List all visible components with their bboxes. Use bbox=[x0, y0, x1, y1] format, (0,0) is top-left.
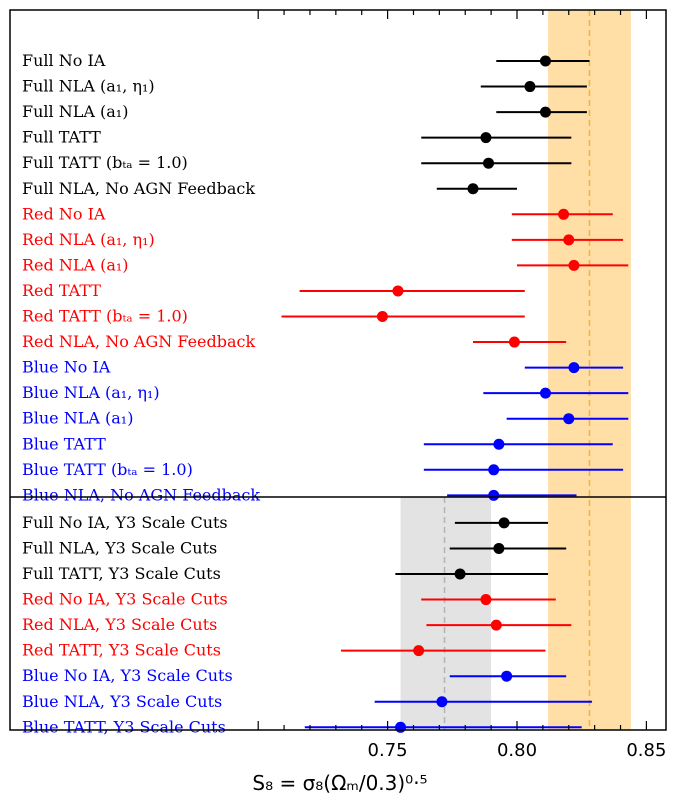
data-point bbox=[508, 336, 520, 348]
data-point bbox=[563, 234, 575, 246]
row-label: Full NLA, Y3 Scale Cuts bbox=[22, 538, 217, 557]
data-point bbox=[539, 387, 551, 399]
grey-band bbox=[400, 497, 492, 730]
row-label: Full TATT, Y3 Scale Cuts bbox=[22, 564, 221, 583]
row-label: Red TATT (bₜₐ = 1.0) bbox=[22, 307, 188, 326]
row-2: Full NLA (a₁) bbox=[22, 102, 587, 121]
row-label: Blue TATT bbox=[22, 434, 106, 453]
row-22: Red NLA, Y3 Scale Cuts bbox=[22, 615, 572, 634]
row-19: Full NLA, Y3 Scale Cuts bbox=[22, 538, 567, 557]
row-label: Blue No IA bbox=[22, 358, 111, 377]
row-16: Blue TATT (bₜₐ = 1.0) bbox=[22, 460, 624, 479]
row-9: Red TATT bbox=[22, 281, 525, 300]
data-point bbox=[395, 721, 407, 733]
frame-layer bbox=[9, 9, 667, 731]
row-label: Red No IA, Y3 Scale Cuts bbox=[22, 590, 228, 609]
row-label: Full NLA (a₁) bbox=[22, 102, 128, 121]
data-point bbox=[490, 619, 502, 631]
row-label: Blue NLA, Y3 Scale Cuts bbox=[22, 692, 222, 711]
row-12: Blue No IA bbox=[22, 358, 624, 377]
data-point bbox=[483, 157, 495, 169]
data-point bbox=[480, 132, 492, 144]
row-11: Red NLA, No AGN Feedback bbox=[22, 332, 567, 351]
data-point bbox=[493, 438, 505, 450]
data-point bbox=[568, 259, 580, 271]
x-tick-label: 0.75 bbox=[368, 740, 408, 761]
row-label: Blue NLA (a₁) bbox=[22, 409, 133, 428]
row-21: Red No IA, Y3 Scale Cuts bbox=[22, 590, 556, 609]
rows-layer: Full No IA Full NLA (a₁, η₁) Full NLA (a₁)… bbox=[22, 51, 629, 736]
data-point bbox=[498, 517, 510, 529]
row-6: Red No IA bbox=[22, 204, 613, 223]
row-label: Full NLA (a₁, η₁) bbox=[22, 77, 155, 96]
data-point bbox=[558, 208, 570, 220]
row-label: Full No IA, Y3 Scale Cuts bbox=[22, 513, 228, 532]
row-label: Blue No IA, Y3 Scale Cuts bbox=[22, 666, 233, 685]
data-point bbox=[467, 183, 479, 195]
row-label: Red NLA, No AGN Feedback bbox=[22, 332, 255, 351]
plot-frame bbox=[9, 9, 667, 731]
row-5: Full NLA, No AGN Feedback bbox=[22, 179, 517, 198]
x-tick-label: 0.80 bbox=[497, 740, 537, 761]
data-point bbox=[488, 464, 500, 476]
row-label: Red NLA, Y3 Scale Cuts bbox=[22, 615, 217, 634]
row-24: Blue No IA, Y3 Scale Cuts bbox=[22, 666, 567, 685]
row-label: Full NLA, No AGN Feedback bbox=[22, 179, 255, 198]
row-18: Full No IA, Y3 Scale Cuts bbox=[22, 513, 549, 532]
row-8: Red NLA (a₁) bbox=[22, 255, 629, 274]
x-axis-title: S₈ = σ₈(Ωₘ/0.3)⁰·⁵ bbox=[252, 771, 427, 795]
row-label: Red NLA (a₁) bbox=[22, 255, 129, 274]
row-1: Full NLA (a₁, η₁) bbox=[22, 77, 587, 96]
data-point bbox=[454, 568, 466, 580]
row-label: Red TATT bbox=[22, 281, 101, 300]
row-26: Blue TATT, Y3 Scale Cuts bbox=[22, 717, 582, 736]
row-label: Red No IA bbox=[22, 204, 106, 223]
row-label: Red NLA (a₁, η₁) bbox=[22, 230, 155, 249]
row-23: Red TATT, Y3 Scale Cuts bbox=[22, 641, 546, 660]
row-25: Blue NLA, Y3 Scale Cuts bbox=[22, 692, 593, 711]
row-14: Blue NLA (a₁) bbox=[22, 409, 629, 428]
row-10: Red TATT (bₜₐ = 1.0) bbox=[22, 307, 525, 326]
row-0: Full No IA bbox=[22, 51, 590, 70]
row-label: Full No IA bbox=[22, 51, 106, 70]
data-point bbox=[563, 413, 575, 425]
data-point bbox=[488, 489, 500, 501]
row-label: Blue TATT, Y3 Scale Cuts bbox=[22, 717, 226, 736]
data-point bbox=[480, 594, 492, 606]
row-3: Full TATT bbox=[22, 128, 572, 147]
ticks-layer: 0.75 0.80 0.85 bbox=[257, 10, 666, 761]
data-point bbox=[539, 55, 551, 67]
row-label: Blue NLA, No AGN Feedback bbox=[22, 485, 260, 504]
row-label: Full TATT bbox=[22, 128, 101, 147]
data-point bbox=[392, 285, 404, 297]
data-point bbox=[436, 696, 448, 708]
row-label: Full TATT (bₜₐ = 1.0) bbox=[22, 153, 188, 172]
data-point bbox=[524, 81, 536, 93]
data-point bbox=[539, 106, 551, 118]
row-4: Full TATT (bₜₐ = 1.0) bbox=[22, 153, 572, 172]
row-17: Blue NLA, No AGN Feedback bbox=[22, 485, 577, 504]
row-15: Blue TATT bbox=[22, 434, 613, 453]
bands-layer bbox=[400, 10, 631, 730]
data-point bbox=[568, 362, 580, 374]
data-point bbox=[376, 311, 388, 322]
row-20: Full TATT, Y3 Scale Cuts bbox=[22, 564, 549, 583]
row-label: Blue TATT (bₜₐ = 1.0) bbox=[22, 460, 193, 479]
row-7: Red NLA (a₁, η₁) bbox=[22, 230, 624, 249]
row-13: Blue NLA (a₁, η₁) bbox=[22, 383, 629, 402]
data-point bbox=[413, 645, 425, 657]
data-point bbox=[501, 670, 513, 682]
row-label: Blue NLA (a₁, η₁) bbox=[22, 383, 160, 402]
row-label: Red TATT, Y3 Scale Cuts bbox=[22, 641, 221, 660]
data-point bbox=[493, 542, 505, 554]
x-tick-label: 0.85 bbox=[626, 740, 666, 761]
